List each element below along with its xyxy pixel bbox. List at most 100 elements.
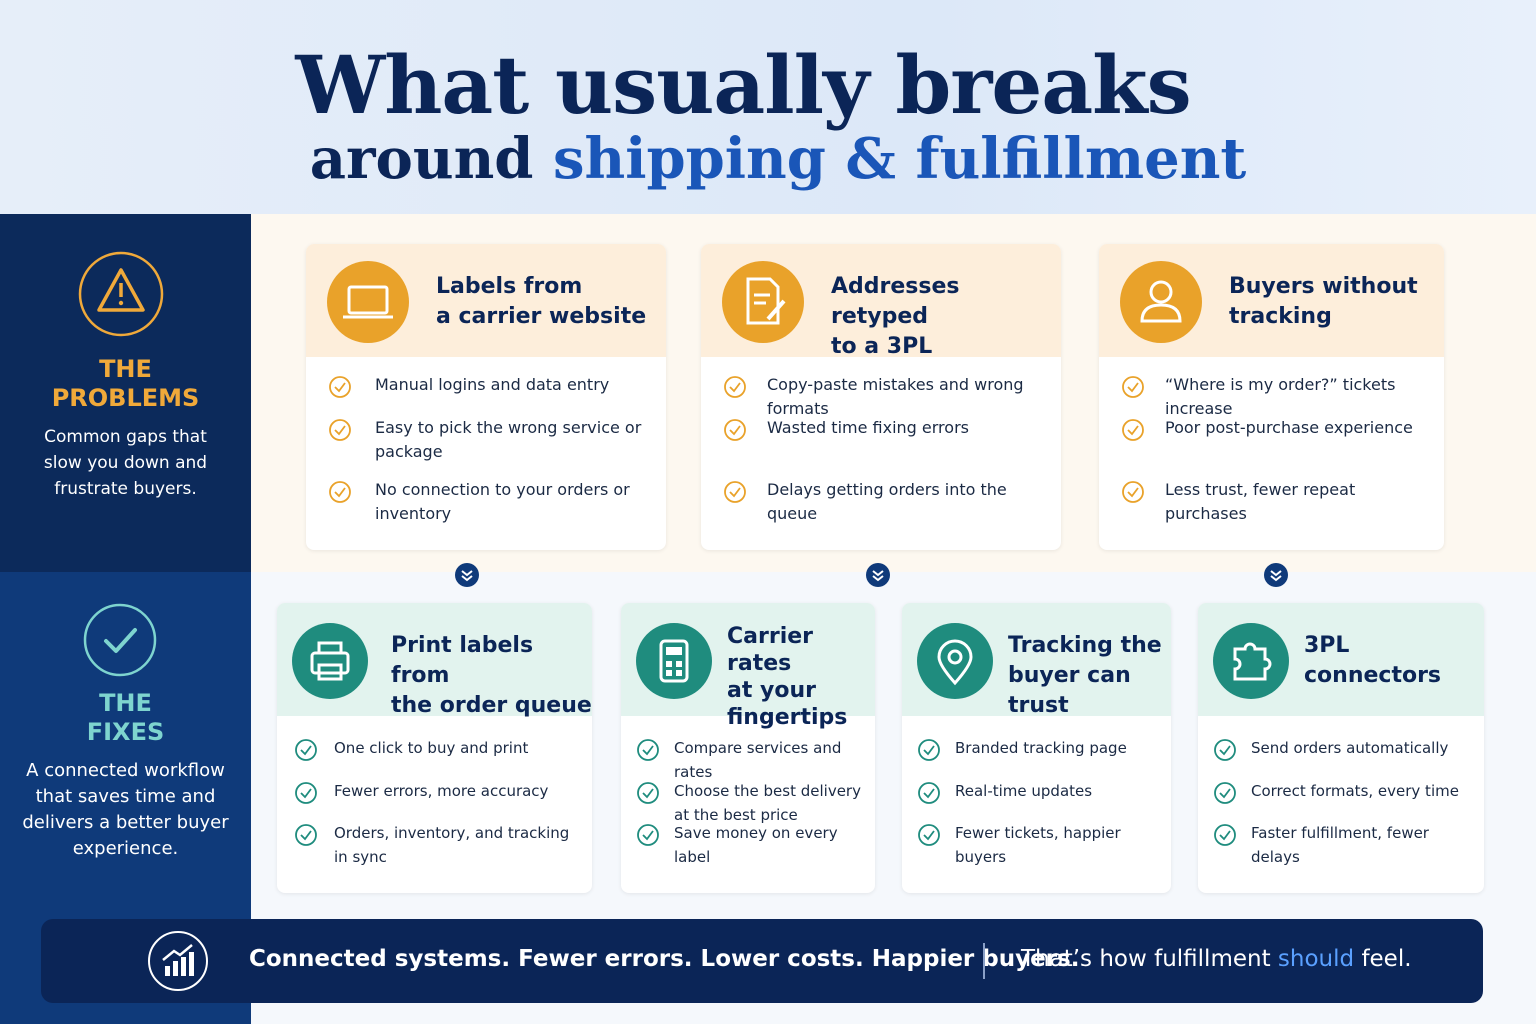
card-item: Poor post-purchase experience — [1165, 418, 1413, 437]
problem-card: Labels from a carrier website Manual login… — [306, 244, 666, 550]
problems-panel: THE PROBLEMS Common gaps that slow you do… — [0, 214, 251, 572]
item-icon — [295, 739, 317, 761]
card-item: Manual logins and data entry — [375, 375, 610, 394]
item-icon — [1122, 481, 1144, 503]
item-icon — [637, 739, 659, 761]
chevron — [1264, 563, 1288, 587]
card-item: Save money on every label — [674, 824, 838, 866]
problem-card: Buyers without tracking “Where is my order… — [1099, 244, 1444, 550]
title-line: at your — [727, 678, 816, 703]
subtitle: around shipping & fulfillment — [0, 126, 1536, 192]
warning-icon — [78, 251, 164, 337]
item-icon — [329, 481, 351, 503]
fixes-description: A connected workflow that saves time and… — [22, 760, 229, 859]
divider — [983, 943, 985, 979]
card-item: Easy to pick the wrong service or packag… — [375, 418, 642, 461]
title-line: a carrier website — [436, 304, 647, 329]
title-line: Labels from — [436, 274, 583, 299]
title-line: tracking — [1229, 304, 1332, 329]
title-line: buyer can trust — [1008, 663, 1131, 718]
card-item: Choose the best delivery at the best pri… — [674, 782, 861, 824]
card-title: Tracking the buyer can trust — [1008, 631, 1167, 721]
card-item: Send orders automatically — [1251, 739, 1449, 757]
chevron — [866, 563, 890, 587]
card-icon — [327, 261, 409, 343]
card-item: Correct formats, every time — [1251, 782, 1459, 800]
item-icon — [295, 824, 317, 846]
growth-icon — [148, 931, 208, 991]
card-icon — [917, 623, 993, 699]
item-icon — [295, 782, 317, 804]
item-icon — [637, 824, 659, 846]
item-icon — [724, 419, 746, 441]
title-line: Addresses retyped — [831, 274, 960, 329]
footer-bar: Connected systems. Fewer errors. Lower c… — [41, 919, 1483, 1003]
title: What usually breaks — [295, 38, 1191, 132]
fix-card: 3PL connectors Send orders automatically Co… — [1198, 603, 1484, 893]
fix-card: Carrier rates at your fingertips Compare se… — [621, 603, 875, 893]
card-title: Carrier rates at your fingertips — [727, 623, 871, 731]
fixes-heading: THE FIXES — [0, 689, 251, 747]
title-line: to a 3PL — [831, 334, 933, 359]
card-item: No connection to your orders or inventor… — [375, 480, 630, 523]
card-title: Addresses retyped to a 3PL — [831, 272, 1051, 362]
item-icon — [329, 376, 351, 398]
card-title: Labels from a carrier website — [436, 272, 656, 332]
item-icon — [1122, 376, 1144, 398]
closing-text: That’s how fulfillment — [1021, 946, 1271, 972]
card-item: Faster fulfillment, fewer delays — [1251, 824, 1429, 866]
item-icon — [1214, 824, 1236, 846]
title-line: the order queue — [391, 693, 592, 718]
tagline: Connected systems. Fewer errors. Lower c… — [249, 946, 1080, 972]
item-icon — [1214, 739, 1236, 761]
item-icon — [918, 824, 940, 846]
card-item: Less trust, fewer repeat purchases — [1165, 480, 1356, 523]
header — [0, 0, 1536, 214]
closing-text: feel. — [1361, 946, 1412, 972]
title-line: Print labels from — [391, 633, 534, 688]
item-icon — [918, 739, 940, 761]
card-item: Compare services and rates — [674, 739, 842, 781]
item-icon — [724, 376, 746, 398]
card-item: Wasted time fixing errors — [767, 418, 969, 437]
check-icon — [83, 603, 157, 677]
card-item: Fewer tickets, happier buyers — [955, 824, 1121, 866]
card-item: Copy-paste mistakes and wrong formats — [767, 375, 1024, 418]
subtitle-highlight: shipping & fulfillment — [552, 126, 1247, 192]
item-icon — [1122, 419, 1144, 441]
card-icon — [292, 623, 368, 699]
card-icon — [722, 261, 804, 343]
card-icon — [636, 623, 712, 699]
heading-line: THE — [99, 689, 152, 717]
title-line: Carrier rates — [727, 624, 814, 676]
card-item: Real-time updates — [955, 782, 1093, 800]
problem-card: Addresses retyped to a 3PL Copy-paste mist… — [701, 244, 1061, 550]
title-line: Tracking the — [1008, 633, 1162, 658]
fix-card: Tracking the buyer can trust Branded track… — [902, 603, 1171, 893]
heading-line: FIXES — [86, 718, 165, 746]
card-item: “Where is my order?” tickets increase — [1165, 375, 1396, 418]
problems-description: Common gaps that slow you down and frust… — [43, 427, 208, 499]
chevron — [455, 563, 479, 587]
card-title: Buyers without tracking — [1229, 272, 1434, 332]
title-line: fingertips — [727, 705, 848, 730]
subtitle-lead: around — [309, 126, 534, 192]
card-item: Delays getting orders into the queue — [767, 480, 1007, 523]
card-title: Print labels from the order queue — [391, 631, 592, 721]
card-item: Fewer errors, more accuracy — [334, 782, 549, 800]
heading-line: PROBLEMS — [51, 384, 200, 412]
closing-highlight: should — [1277, 946, 1355, 972]
fix-card: Print labels from the order queue One clic… — [277, 603, 592, 893]
item-icon — [724, 481, 746, 503]
title-line: 3PL — [1304, 633, 1350, 658]
item-icon — [329, 419, 351, 441]
card-icon — [1213, 623, 1289, 699]
card-item: Orders, inventory, and tracking in sync — [334, 824, 570, 866]
card-icon — [1120, 261, 1202, 343]
item-icon — [918, 782, 940, 804]
item-icon — [1214, 782, 1236, 804]
card-title: 3PL connectors — [1304, 631, 1480, 691]
card-item: One click to buy and print — [334, 739, 529, 757]
title-line: connectors — [1304, 663, 1442, 688]
